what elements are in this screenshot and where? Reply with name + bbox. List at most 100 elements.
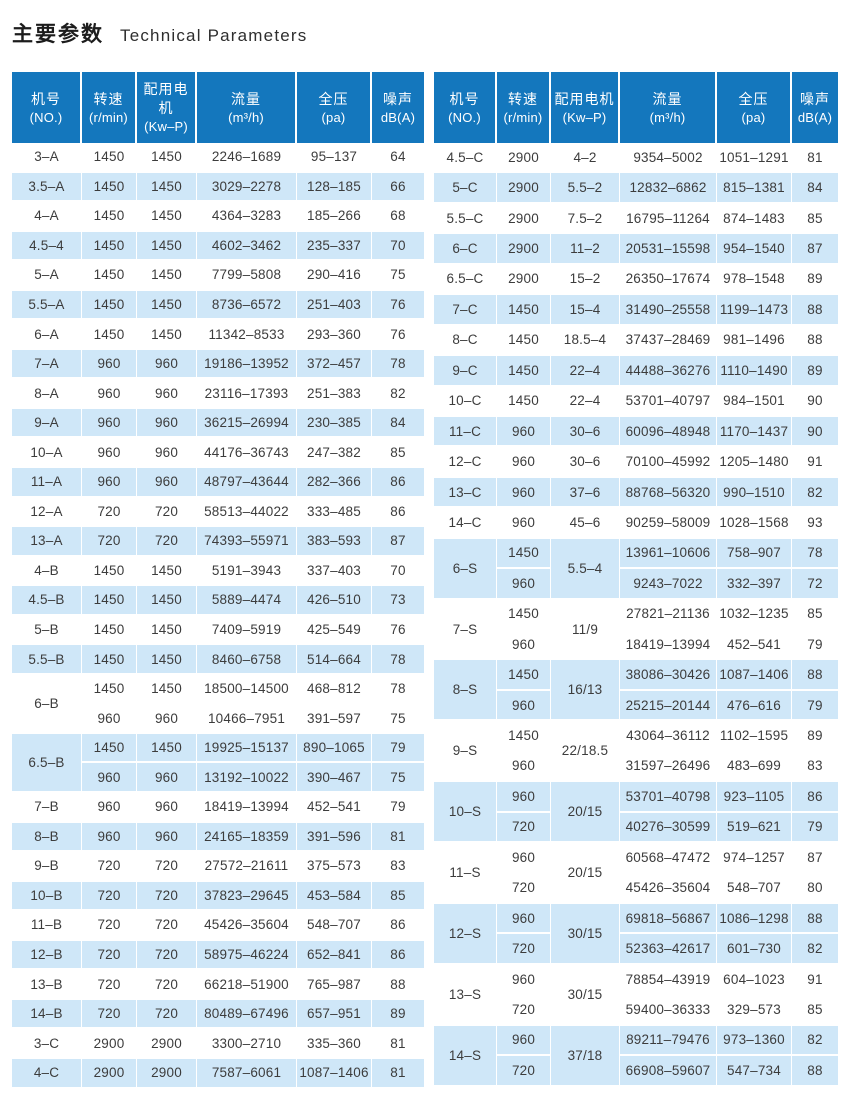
table-row: 7–A 960 960 19186–13952 372–457 78 — [12, 349, 424, 380]
cell-speed: 2900 — [497, 234, 551, 265]
cell-flow: 8460–6758 — [197, 645, 297, 675]
cell-motor: 960 — [137, 438, 197, 469]
cell-motor: 720 — [137, 999, 197, 1030]
cell-noise: 83 — [372, 852, 424, 882]
table-header: 机号 (NO.) 转速 (r/min) 配用电机 (Kw–P) 流量 (m³/h) 全压 (pa)… — [12, 72, 424, 143]
table-row: 720 66908–59607 547–734 88 — [434, 1056, 838, 1087]
cell-pressure: 1051–1291 — [717, 143, 792, 174]
cell-motor: 15–4 — [551, 295, 620, 326]
column-header-label-sub: (r/min) — [503, 109, 543, 125]
cell-model-no: 13–C — [434, 477, 497, 509]
cell-speed: 720 — [497, 1056, 551, 1087]
cell-flow: 9243–7022 — [620, 569, 717, 600]
table-row: 14–S 960 37/18 89211–79476 973–1360 82 — [434, 1025, 838, 1087]
cell-noise: 75 — [372, 704, 424, 734]
cell-speed: 1450 — [82, 733, 137, 764]
column-header-speed: 转速 (r/min) — [497, 72, 551, 143]
cell-pressure: 890–1065 — [297, 733, 372, 764]
cell-speed: 720 — [82, 852, 137, 882]
cell-speed: 720 — [82, 497, 137, 528]
cell-motor: 1450 — [137, 733, 197, 764]
cell-noise: 79 — [792, 690, 838, 722]
cell-model-no: 7–C — [434, 295, 497, 326]
cell-pressure: 251–383 — [297, 379, 372, 409]
cell-pressure: 765–987 — [297, 970, 372, 1000]
column-header-label-zh: 转速 — [508, 90, 538, 107]
table-row: 4.5–C 2900 4–2 9354–5002 1051–1291 81 — [434, 143, 838, 174]
cell-motor: 960 — [137, 349, 197, 380]
cell-pressure: 337–403 — [297, 556, 372, 587]
table-row: 8–S 1450 16/13 38086–30426 1087–1406 88 — [434, 660, 838, 722]
cell-motor: 720 — [137, 970, 197, 1000]
cell-noise: 89 — [372, 999, 424, 1030]
cell-motor: 22–4 — [551, 356, 620, 387]
cell-speed: 1450 — [497, 599, 551, 630]
cell-noise: 87 — [792, 234, 838, 265]
cell-noise: 86 — [372, 911, 424, 941]
page-title-en: Technical Parameters — [120, 26, 308, 45]
cell-pressure: 978–1548 — [717, 264, 792, 296]
table-row: 7–C 1450 15–4 31490–25558 1199–1473 88 — [434, 295, 838, 326]
cell-model-no: 13–B — [12, 970, 82, 1000]
cell-speed: 720 — [82, 881, 137, 912]
cell-flow: 88768–56320 — [620, 477, 717, 509]
cell-noise: 78 — [372, 674, 424, 705]
cell-flow: 7587–6061 — [197, 1058, 297, 1089]
column-header-noise: 噪声 dB(A) — [372, 72, 424, 143]
cell-speed: 1450 — [82, 290, 137, 321]
cell-pressure: 981–1496 — [717, 325, 792, 357]
cell-pressure: 1087–1406 — [297, 1058, 372, 1089]
cell-noise: 79 — [372, 793, 424, 823]
cell-speed: 960 — [82, 822, 137, 853]
cell-noise: 83 — [792, 751, 838, 783]
cell-speed: 960 — [82, 793, 137, 823]
cell-speed: 960 — [497, 782, 551, 813]
cell-pressure: 954–1540 — [717, 234, 792, 265]
cell-speed: 960 — [497, 477, 551, 509]
cell-pressure: 476–616 — [717, 690, 792, 722]
cell-noise: 84 — [792, 173, 838, 204]
cell-model-no: 5–B — [12, 615, 82, 646]
column-header-label-zh: 噪声 — [383, 90, 413, 107]
cell-model-no: 5–A — [12, 261, 82, 291]
cell-model-no: 8–S — [434, 660, 497, 722]
table-row: 4.5–B 1450 1450 5889–4474 426–510 73 — [12, 586, 424, 616]
cell-pressure: 335–360 — [297, 1029, 372, 1059]
cell-flow: 18419–13994 — [620, 630, 717, 661]
cell-speed: 1450 — [82, 674, 137, 705]
cell-speed: 1450 — [497, 356, 551, 387]
cell-pressure: 426–510 — [297, 586, 372, 616]
cell-speed: 1450 — [82, 143, 137, 173]
cell-noise: 70 — [372, 231, 424, 262]
cell-pressure: 548–707 — [297, 911, 372, 941]
cell-pressure: 332–397 — [717, 569, 792, 600]
cell-pressure: 425–549 — [297, 615, 372, 646]
cell-flow: 7409–5919 — [197, 615, 297, 646]
cell-flow: 23116–17393 — [197, 379, 297, 409]
cell-model-no: 13–A — [12, 527, 82, 557]
cell-model-no: 4.5–B — [12, 586, 82, 616]
column-header-label-zh: 流量 — [652, 90, 683, 107]
cell-flow: 36215–26994 — [197, 408, 297, 439]
column-header-label-sub: (pa) — [741, 109, 766, 125]
table-row: 13–B 720 720 66218–51900 765–987 88 — [12, 970, 424, 1000]
cell-flow: 27572–21611 — [197, 852, 297, 882]
cell-noise: 91 — [792, 964, 838, 996]
cell-noise: 66 — [372, 172, 424, 203]
cell-noise: 84 — [372, 408, 424, 439]
cell-motor: 45–6 — [551, 508, 620, 539]
table-row: 6–C 2900 11–2 20531–15598 954–1540 87 — [434, 234, 838, 265]
cell-noise: 78 — [792, 538, 838, 570]
cell-noise: 70 — [372, 556, 424, 587]
cell-model-no: 5.5–A — [12, 290, 82, 321]
cell-flow: 40276–30599 — [620, 812, 717, 844]
cell-noise: 76 — [372, 320, 424, 350]
cell-flow: 31597–26496 — [620, 751, 717, 783]
header-row: 机号 (NO.) 转速 (r/min) 配用电机 (Kw–P) 流量 (m³/h) 全压 (pa)… — [12, 72, 424, 143]
cell-speed: 960 — [497, 843, 551, 874]
cell-noise: 90 — [792, 416, 838, 448]
cell-noise: 73 — [372, 586, 424, 616]
cell-flow: 24165–18359 — [197, 822, 297, 853]
cell-pressure: 652–841 — [297, 940, 372, 971]
column-header-pressure: 全压 (pa) — [297, 72, 372, 143]
